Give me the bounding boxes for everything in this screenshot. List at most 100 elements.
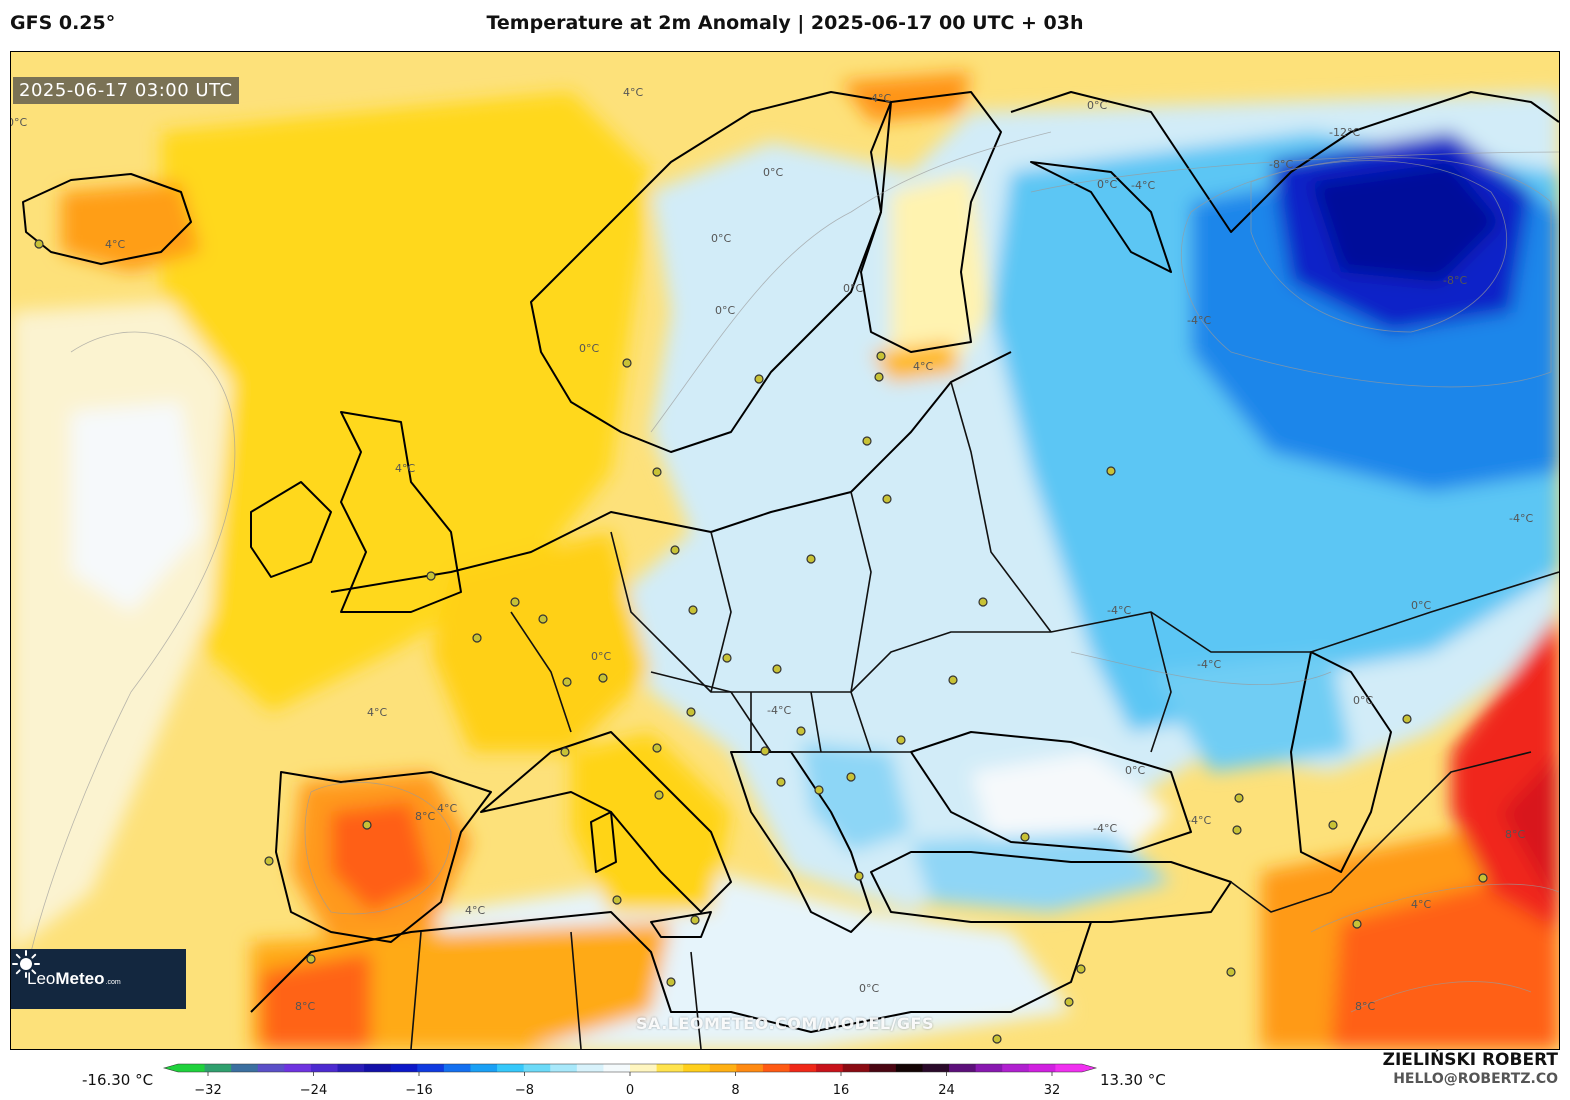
leometeo-logo: LeoMeteo.com: [11, 949, 186, 1009]
north-europe-coast: [330, 351, 1012, 593]
colorbar-segment: [949, 1064, 977, 1072]
logo-brand-light: Leo: [27, 969, 56, 988]
city-dot: [652, 467, 662, 477]
city-dot: [666, 977, 676, 987]
hot-field-iran-core: [1501, 752, 1559, 912]
north-africa-coast: [250, 911, 1092, 1033]
colorbar-segment: [470, 1064, 498, 1072]
colorbar-segment: [550, 1064, 578, 1072]
colorbar-min-arrow: [164, 1064, 178, 1072]
model-label: GFS 0.25°: [10, 12, 116, 34]
contour-label: 0°C: [579, 342, 599, 355]
colorbar-segment: [231, 1064, 259, 1072]
contour-label: 0°C: [11, 116, 27, 129]
city-dot: [598, 673, 608, 683]
city-dot: [538, 614, 548, 624]
city-dot: [882, 494, 892, 504]
border-austria-balkans: [650, 671, 911, 753]
border-ukraine-russia: [1150, 611, 1172, 753]
city-dot: [806, 554, 816, 564]
great-britain-coast: [340, 411, 462, 613]
author-name: ZIELIŃSKI ROBERT: [1382, 1050, 1558, 1070]
contour-label: 0°C: [711, 232, 731, 245]
border-france-germany: [510, 611, 572, 733]
contour-label: 0°C: [591, 650, 611, 663]
arctic-coast: [1010, 91, 1559, 233]
neutral-field-atlantic-core: [71, 402, 201, 612]
hot-field-middle-east: [1331, 872, 1559, 1049]
warm-field-iceland: [61, 182, 201, 272]
city-dot: [896, 735, 906, 745]
colorbar-tick-label: 16: [833, 1083, 850, 1098]
colorbar-segment: [709, 1064, 737, 1072]
contour-label: -4°C: [767, 704, 791, 717]
sicily-coast: [650, 911, 712, 938]
colorbar-segment: [257, 1064, 285, 1072]
city-dot: [510, 597, 520, 607]
colorbar-segment: [1055, 1064, 1083, 1072]
contour-label: -12°C: [1329, 126, 1360, 139]
city-dot: [978, 597, 988, 607]
colorbar-segment: [1002, 1064, 1030, 1072]
scandinavia-coast: [530, 91, 892, 453]
finland-coast: [860, 91, 1002, 353]
colorbar-segment: [789, 1064, 817, 1072]
logo-suffix: .com: [105, 979, 121, 986]
ireland-coast: [250, 481, 332, 578]
colorbar-segment: [576, 1064, 605, 1072]
city-dot: [612, 895, 622, 905]
contour-label: 4°C: [871, 92, 891, 105]
city-dot: [654, 790, 664, 800]
colorbar-tick-label: 32: [1044, 1083, 1061, 1098]
colorbar-segment: [1028, 1064, 1057, 1072]
contour-label: 8°C: [1505, 828, 1525, 841]
city-dot: [862, 436, 872, 446]
colorbar-segment: [497, 1064, 525, 1072]
author-email: HELLO@ROBERTZ.CO: [1393, 1071, 1558, 1087]
colorbar-tick-label: 8: [731, 1083, 739, 1098]
city-dot: [560, 747, 570, 757]
anomaly-map[interactable]: 4°C 4°C 0°C 4°C 0°C 0°C 0°C -4°C -12°C -…: [10, 51, 1560, 1050]
warm-field-finland: [891, 172, 991, 372]
city-dot: [1064, 997, 1074, 1007]
contour-8c-middle-east: [1310, 883, 1559, 1013]
contour-label: 4°C: [623, 86, 643, 99]
colorbar-outline: [162, 1063, 1098, 1073]
warm-field-west-europe: [431, 532, 651, 752]
author-credit: ZIELIŃSKI ROBERT HELLO@ROBERTZ.CO: [1383, 1050, 1558, 1087]
colorbar-tick-label: −24: [300, 1083, 327, 1098]
colorbar-segment: [762, 1064, 791, 1072]
colorbar-segment: [736, 1064, 764, 1072]
colorbar-segment: [364, 1064, 392, 1072]
colorbar-segment: [895, 1064, 924, 1072]
italy-coast: [480, 731, 732, 913]
logo-text: LeoMeteo.com: [27, 969, 121, 989]
city-dot: [754, 374, 764, 384]
city-dot: [472, 633, 482, 643]
city-dot: [846, 772, 856, 782]
colorbar-segment: [204, 1064, 232, 1072]
colorbar-tick-label: 24: [938, 1083, 955, 1098]
cold-field-balkans: [801, 742, 911, 852]
city-dot: [1328, 820, 1338, 830]
city-dot: [426, 571, 436, 581]
colorbar-segment: [443, 1064, 472, 1072]
city-dot: [772, 664, 782, 674]
colorbar-tick-label: −32: [194, 1083, 221, 1098]
caspian-coast: [1290, 651, 1392, 873]
hot-field-iberia: [331, 802, 431, 912]
city-dot: [1402, 714, 1412, 724]
contour-0c-west: [30, 331, 236, 953]
colorbar-min-label: -16.30 °C: [82, 1071, 154, 1089]
city-dot: [814, 785, 824, 795]
contour-label: 0°C: [1411, 599, 1431, 612]
contour-label: 0°C: [859, 982, 879, 995]
city-dot: [854, 871, 864, 881]
contour-label: 8°C: [1355, 1000, 1375, 1013]
contour-label: 8°C: [415, 810, 435, 823]
city-dot: [796, 726, 806, 736]
contour-label: 0°C: [715, 304, 735, 317]
contour-label: 4°C: [913, 360, 933, 373]
colorbar-tick-label: 0: [626, 1083, 634, 1098]
warm-field-italy: [571, 732, 731, 912]
